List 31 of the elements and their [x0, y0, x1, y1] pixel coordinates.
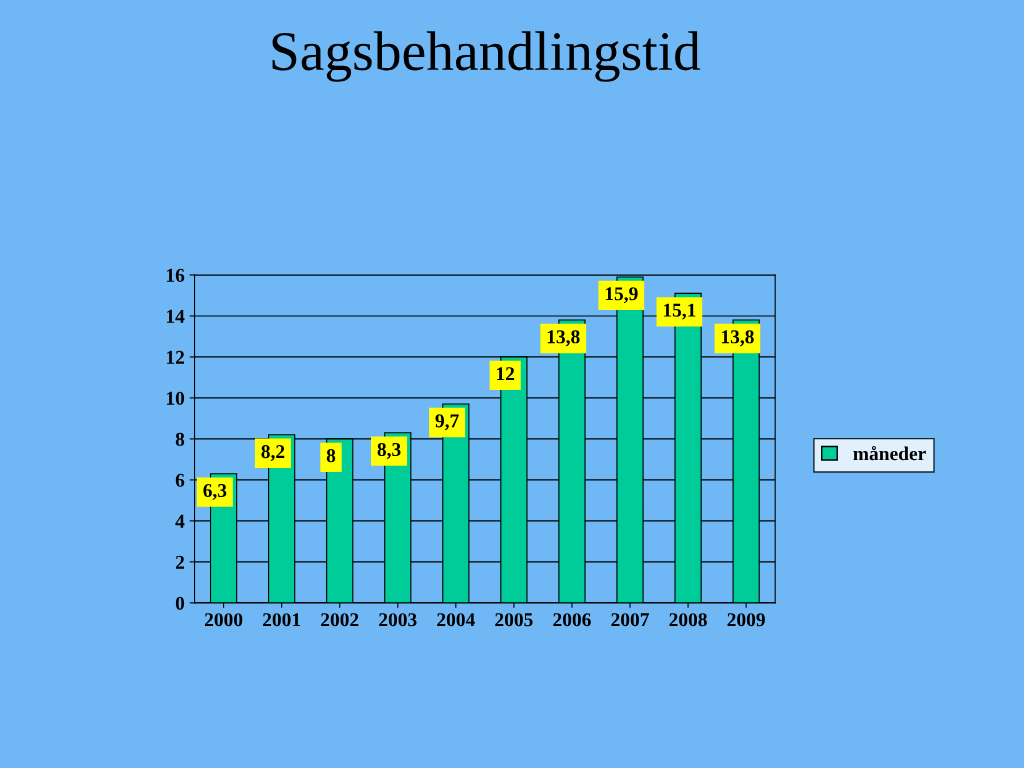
legend-label: måneder [853, 445, 926, 461]
x-tick-label: 2006 [553, 613, 591, 627]
data-label: 8,3 [377, 442, 401, 459]
y-tick-label: 6 [175, 473, 185, 487]
x-tick-label: 2002 [321, 613, 359, 627]
data-label: 6,3 [203, 484, 227, 500]
y-tick-label: 14 [166, 309, 185, 323]
y-tick-label: 10 [166, 391, 185, 405]
data-label: 15,1 [663, 303, 696, 320]
x-tick-label: 2003 [379, 613, 417, 627]
y-tick-label: 4 [175, 514, 185, 528]
data-label: 8,2 [261, 445, 285, 461]
x-tick-label: 2009 [727, 613, 765, 627]
data-label: 13,8 [547, 330, 580, 347]
y-tick-label: 8 [175, 432, 185, 446]
y-tick-label: 12 [166, 350, 184, 364]
data-label: 9,7 [435, 414, 459, 431]
x-tick-label: 2005 [495, 613, 533, 627]
chart-title: Sagsbehandlingstid [272, 31, 701, 82]
x-tick-label: 2007 [611, 613, 649, 627]
x-tick-label: 2008 [669, 613, 707, 627]
x-tick-label: 2001 [263, 613, 301, 627]
data-label: 8 [326, 449, 336, 463]
x-tick-label: 2004 [437, 613, 475, 627]
data-label: 13,8 [721, 330, 754, 347]
data-label: 12 [497, 367, 515, 381]
data-label: 15,9 [605, 287, 638, 304]
y-tick-label: 0 [175, 596, 185, 610]
x-tick-label: 2000 [204, 613, 243, 627]
y-tick-label: 16 [166, 268, 185, 282]
y-tick-label: 2 [175, 555, 184, 569]
